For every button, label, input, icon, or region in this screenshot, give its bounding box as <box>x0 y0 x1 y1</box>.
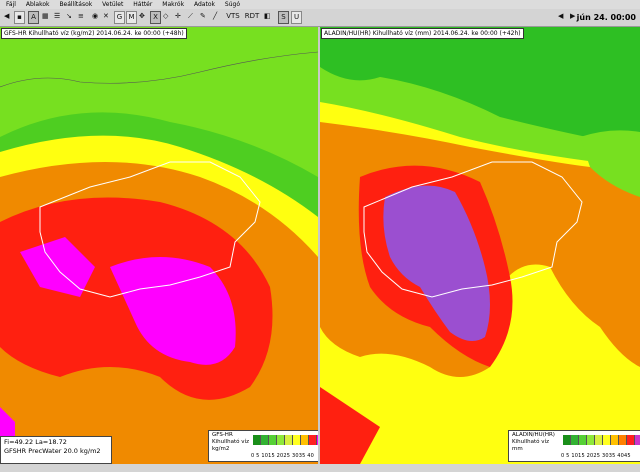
legend-model-name: GFS-HR <box>212 432 233 438</box>
menu-help[interactable]: Súgó <box>224 1 240 8</box>
legend-variable: Kihullható víz <box>512 439 549 445</box>
date-display: jún 24. 00:00 <box>576 13 636 22</box>
coordinate-info-box: Fi=49.22 La=18.72 GFSHR PrecWater 20.0 k… <box>0 436 112 464</box>
legend-model-name: ALADIN/HU(HR) <box>512 432 555 438</box>
menu-bar: Fájl Ablakok Beállítások Vetület Háttér … <box>0 0 640 9</box>
left-panel-title: GFS-HR Kihullható víz (kg/m2) 2014.06.24… <box>1 28 187 39</box>
menu-background[interactable]: Háttér <box>133 1 153 8</box>
shape-icon[interactable]: ◇ <box>163 12 169 20</box>
grid-icon[interactable]: ▦ <box>42 12 49 20</box>
legend-ticks: 0 5 1015 2025 3035 4045 <box>561 453 631 459</box>
menu-macros[interactable]: Makrók <box>162 1 185 8</box>
menu-settings[interactable]: Beállítások <box>59 1 93 8</box>
toolbar: ◀ ▪ A ▦ ☰ ↘ ≡ ◉ ✕ G M ✥ X ◇ ✛ ⟋ ✎ ╱ VTS … <box>0 9 640 27</box>
legend-unit: mm <box>512 446 523 452</box>
status-bar <box>0 464 640 472</box>
x-button[interactable]: X <box>150 11 161 24</box>
right-map <box>320 27 640 464</box>
u-button[interactable]: U <box>291 11 302 24</box>
coordinate-readout: Fi=49.22 La=18.72 <box>4 438 67 446</box>
right-panel-title: ALADIN/HU(HR) Kihullható víz (mm) 2014.0… <box>321 28 524 39</box>
legend-variable: Kihullható víz <box>212 439 249 445</box>
arrow-icon[interactable]: ↘ <box>66 12 72 20</box>
menu-file[interactable]: Fájl <box>6 1 16 8</box>
legend-ticks: 0 5 1015 2025 3035 40 <box>251 453 315 459</box>
menu-windows[interactable]: Ablakok <box>25 1 50 8</box>
list-icon[interactable]: ☰ <box>54 12 61 20</box>
g-button[interactable]: G <box>114 11 125 24</box>
record-icon[interactable]: ◉ <box>92 12 99 20</box>
close-icon[interactable]: ✕ <box>103 12 109 20</box>
a-button[interactable]: A <box>28 11 39 24</box>
select-icon[interactable]: ▪ <box>14 11 25 24</box>
left-map-panel[interactable]: GFS-HR Kihullható víz (kg/m2) 2014.06.24… <box>0 27 318 464</box>
cross-icon[interactable]: ✛ <box>175 12 181 20</box>
right-legend: ALADIN/HU(HR) Kihullható víz mm 0 5 1015… <box>508 430 640 462</box>
s-button[interactable]: S <box>278 11 289 24</box>
m-button[interactable]: M <box>126 11 137 24</box>
chevron-left-icon[interactable]: ◀ <box>558 12 564 20</box>
chevron-right-icon[interactable]: ▶ <box>570 12 576 20</box>
legend-unit: kg/m2 <box>212 446 230 452</box>
value-readout: GFSHR PrecWater 20.0 kg/m2 <box>4 447 101 455</box>
menu-projection[interactable]: Vetület <box>102 1 124 8</box>
split-icon[interactable]: ◧ <box>264 12 271 20</box>
menu-data[interactable]: Adatok <box>194 1 215 8</box>
arrow-left-icon[interactable]: ◀ <box>4 12 10 20</box>
legend-swatches <box>563 435 640 445</box>
left-legend: GFS-HR Kihullható víz kg/m2 0 5 1015 202… <box>208 430 318 462</box>
rdt-button[interactable]: RDT <box>244 12 260 20</box>
vector-icon[interactable]: ⟋ <box>188 12 193 20</box>
lines-icon[interactable]: ≡ <box>78 12 84 20</box>
line-tool-icon[interactable]: ╱ <box>213 12 218 20</box>
legend-swatches <box>253 435 318 445</box>
brush-icon[interactable]: ✎ <box>200 12 206 20</box>
move-icon[interactable]: ✥ <box>139 12 145 20</box>
right-map-panel[interactable]: ALADIN/HU(HR) Kihullható víz (mm) 2014.0… <box>320 27 640 464</box>
left-map <box>0 27 318 464</box>
vts-button[interactable]: VTS <box>226 12 240 20</box>
